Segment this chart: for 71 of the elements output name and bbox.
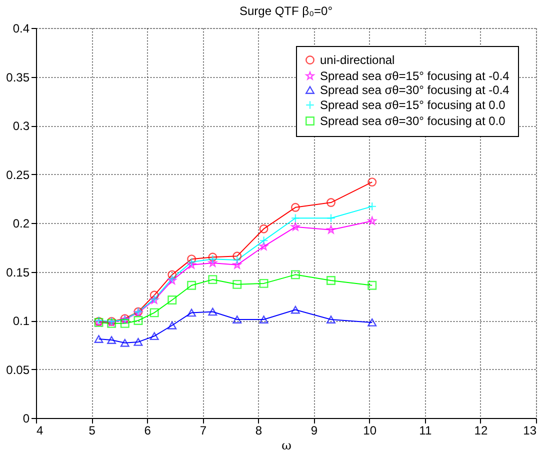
point xyxy=(187,280,196,290)
y-tick-label: 0.35 xyxy=(6,70,30,84)
legend-label: Spread sea σθ=30° focusing at -0.4 xyxy=(320,83,510,97)
point xyxy=(259,316,268,324)
point xyxy=(134,316,143,325)
point xyxy=(260,242,268,250)
point xyxy=(259,278,268,288)
point xyxy=(107,336,116,344)
x-tick-label: 11 xyxy=(419,424,432,438)
point xyxy=(208,308,218,316)
point xyxy=(368,216,376,225)
point xyxy=(120,318,130,328)
point xyxy=(150,332,159,340)
point xyxy=(368,178,377,187)
point xyxy=(120,338,130,347)
x-tick-label: 12 xyxy=(474,424,488,438)
point xyxy=(291,222,300,231)
point xyxy=(187,308,196,317)
point xyxy=(187,258,196,266)
point xyxy=(187,254,196,264)
y-tick-label: 0.15 xyxy=(6,265,30,280)
point xyxy=(232,256,242,265)
y-tick-label: 0.05 xyxy=(6,362,30,377)
point xyxy=(134,338,143,346)
y-tick-label: 0.2 xyxy=(12,216,30,230)
point xyxy=(168,321,177,330)
chart-title: Surge QTF β₀=0° xyxy=(239,4,333,18)
point xyxy=(290,214,300,223)
point xyxy=(187,260,196,269)
point xyxy=(326,214,336,223)
point xyxy=(326,225,336,234)
point xyxy=(150,308,159,318)
y-tick-label: 0.1 xyxy=(12,314,30,328)
legend-label: Spread sea σθ=30° focusing at 0.0 xyxy=(320,114,506,128)
point xyxy=(290,202,300,212)
point xyxy=(290,270,300,280)
x-axis-title: ω xyxy=(282,438,292,452)
point xyxy=(168,270,177,280)
x-tick-label: 13 xyxy=(523,424,537,438)
point xyxy=(232,252,242,261)
x-tick-label: 8 xyxy=(255,424,262,438)
x-tick-label: 5 xyxy=(88,424,96,438)
point xyxy=(259,224,268,234)
x-tick-label: 9 xyxy=(310,424,318,438)
point xyxy=(290,306,300,314)
point xyxy=(208,275,218,284)
point xyxy=(368,280,377,290)
point xyxy=(326,198,336,207)
point xyxy=(94,335,104,343)
y-tick-label: 0.25 xyxy=(6,168,30,182)
y-tick-label: 0.3 xyxy=(12,119,30,133)
point xyxy=(232,316,242,324)
y-tick-label: 0.4 xyxy=(12,22,30,36)
point xyxy=(150,290,159,300)
point xyxy=(208,258,217,267)
x-tick-label: 10 xyxy=(363,424,377,438)
point xyxy=(259,236,268,246)
legend-label: uni-directional xyxy=(320,53,395,67)
x-tick-label: 4 xyxy=(36,424,44,438)
legend-label: Spread sea σθ=15° focusing at 0.0 xyxy=(320,98,506,112)
point xyxy=(232,260,242,269)
point xyxy=(326,276,336,285)
point xyxy=(326,316,336,324)
point xyxy=(232,280,242,289)
point xyxy=(368,318,377,326)
x-tick-label: 6 xyxy=(144,424,152,438)
x-tick-label: 7 xyxy=(200,424,207,438)
point xyxy=(368,202,377,211)
point xyxy=(168,296,177,304)
legend-label: Spread sea σθ=15° focusing at -0.4 xyxy=(320,69,510,83)
y-tick-label: 0 xyxy=(22,412,30,426)
